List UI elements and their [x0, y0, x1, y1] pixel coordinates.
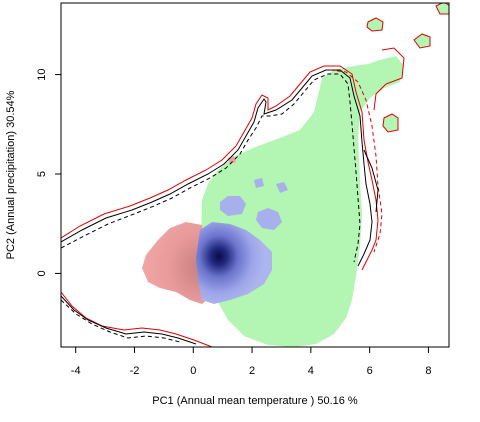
- contour-black-outer-lower: [61, 295, 197, 345]
- plot-area: [61, 3, 449, 347]
- contour-island-red-4: [435, 3, 449, 15]
- y-tick-label: 5: [36, 171, 48, 177]
- green-island-4: [436, 3, 449, 14]
- blue-density-region: [196, 222, 272, 304]
- x-tick-label: -4: [71, 365, 81, 377]
- plot-frame: [60, 2, 450, 348]
- contour-red-outer-lower: [61, 291, 213, 347]
- blue-patch-3: [254, 178, 264, 188]
- contour-right-black: [363, 149, 379, 213]
- y-tick-label: 10: [36, 68, 48, 80]
- green-island-3: [383, 114, 398, 132]
- x-tick-label: 2: [249, 365, 255, 377]
- contour-black-dashed-lower: [61, 299, 181, 343]
- x-tick-label: 4: [308, 365, 314, 377]
- contour-black-dashed-outer: [61, 73, 361, 263]
- y-tick-label: 0: [36, 270, 48, 276]
- contour-black-outer-upper: [61, 69, 373, 267]
- x-tick-label: 0: [190, 365, 196, 377]
- contour-island-red-2: [413, 33, 431, 49]
- x-tick-label: -2: [130, 365, 140, 377]
- contour-red-outer-upper: [61, 65, 379, 271]
- blue-patch-1: [220, 196, 246, 216]
- pink-region: [142, 222, 214, 304]
- blue-patch-2: [256, 208, 282, 230]
- x-tick-label: 8: [425, 365, 431, 377]
- contour-island-red-1: [366, 17, 384, 32]
- x-tick-label: 6: [367, 365, 373, 377]
- x-axis-title: PC1 (Annual mean temperature ) 50.16 %: [152, 395, 358, 407]
- y-axis: 0 5 10: [36, 68, 61, 276]
- green-island-1: [367, 18, 383, 31]
- y-axis-title: PC2 (Annual precipitation) 30.54%: [5, 90, 17, 259]
- x-axis: -4 -2 0 2 4 6 8: [71, 347, 431, 377]
- contour-right-red: [373, 47, 405, 111]
- blue-patch-4: [276, 182, 288, 193]
- contour-red-dashed-inner: [329, 69, 383, 253]
- contour-island-red-3: [382, 113, 399, 133]
